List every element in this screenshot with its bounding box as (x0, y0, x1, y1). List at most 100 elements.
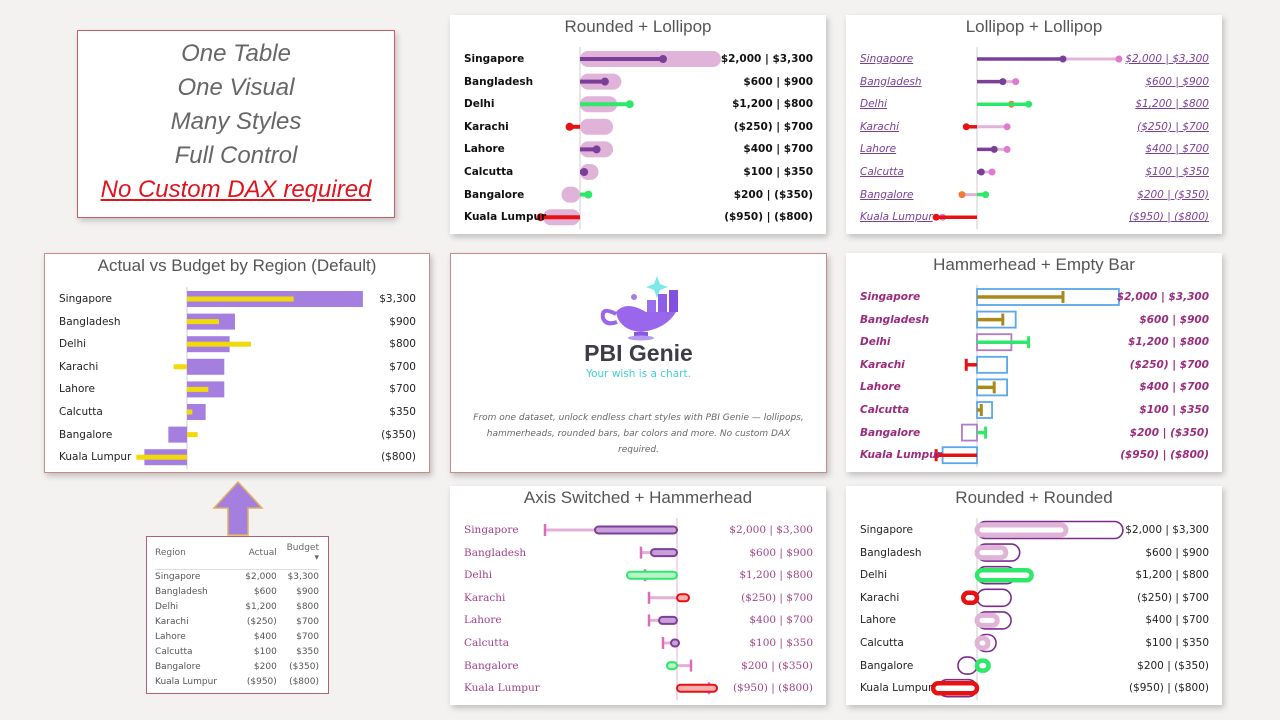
bar-group[interactable] (173, 358, 225, 375)
bar-group[interactable] (187, 404, 206, 420)
budget-empty-bar (961, 423, 978, 442)
region-label: Kuala Lumpur (860, 449, 942, 462)
region-label: Lahore (464, 614, 502, 627)
bar-group[interactable] (977, 168, 996, 176)
cell-budget: ($800) (289, 677, 319, 687)
column-header-budget[interactable]: Budget ▾ (276, 543, 319, 570)
data-table[interactable]: Region Actual Budget ▾ Singapore $2,000 $3,… (146, 536, 329, 694)
bar-group[interactable] (974, 565, 1034, 585)
cell-budget: ($350) (289, 662, 319, 672)
column-header-region[interactable]: Region (155, 543, 236, 570)
value-label: $100 | $350 (1139, 404, 1209, 416)
bar-group[interactable] (676, 682, 718, 695)
bar-group[interactable] (580, 73, 622, 90)
bar-group[interactable] (187, 291, 363, 307)
table-row[interactable]: Lahore $400 $700 (155, 630, 319, 645)
bar-group[interactable] (187, 313, 235, 330)
value-label: ($950) | ($800) (1128, 211, 1209, 224)
table-row[interactable]: Bangalore $200 ($350) (155, 660, 319, 675)
chart-axis-switched-hammerhead[interactable]: Axis Switched + Hammerhead Singapore $2,0… (450, 486, 826, 705)
chart-default[interactable]: Actual vs Budget by Region (Default) Sin… (44, 253, 430, 473)
bar-group[interactable] (964, 355, 1009, 374)
bar-group[interactable] (961, 423, 988, 442)
chart-plot (543, 518, 718, 701)
bar-group[interactable] (962, 123, 1011, 131)
actual-rounded-bar (650, 548, 678, 558)
bar-group[interactable] (977, 100, 1033, 108)
bar-group[interactable] (580, 51, 721, 67)
cell-actual: $400 (253, 632, 277, 642)
bar-group[interactable] (976, 288, 1120, 306)
region-label: Delhi (59, 338, 87, 351)
bar-group[interactable] (565, 118, 614, 135)
bar-group[interactable] (666, 659, 693, 672)
region-label: Singapore (860, 291, 921, 303)
region-label: Calcutta (464, 166, 514, 178)
bar-group[interactable] (647, 614, 678, 627)
bar-group[interactable] (974, 543, 1021, 562)
chart-hammerhead-empty-bar[interactable]: Hammerhead + Empty Bar Singapore $2,000 |… (846, 253, 1222, 472)
bar-group[interactable] (580, 164, 599, 180)
cell-region: Bangalore (155, 662, 201, 672)
region-label: Calcutta (464, 637, 509, 649)
bar-group[interactable] (580, 141, 614, 158)
bar-group[interactable] (961, 588, 1012, 608)
bar-group[interactable] (932, 213, 977, 221)
table-row[interactable]: Calcutta $100 $350 (155, 645, 319, 660)
bar-group[interactable] (977, 145, 1011, 153)
value-label: ($250) | $700 (1137, 120, 1209, 133)
table-row[interactable]: Bangladesh $600 $900 (155, 585, 319, 600)
bar-group[interactable] (543, 524, 678, 536)
bar-group[interactable] (561, 186, 593, 203)
bar-group[interactable] (187, 336, 251, 353)
bar-group[interactable] (974, 520, 1124, 540)
table-row[interactable]: Kuala Lumpur ($950) ($800) (155, 675, 319, 690)
actual-rounded-bar (676, 593, 690, 603)
bar-group[interactable] (930, 678, 980, 698)
bar-group[interactable] (957, 656, 991, 675)
region-label: Bangladesh (860, 313, 930, 326)
value-label: ($250) | $700 (1137, 591, 1209, 604)
bar-group[interactable] (976, 333, 1031, 352)
value-label: $400 | $700 (1139, 381, 1209, 394)
bar-group[interactable] (977, 55, 1123, 63)
bar-group[interactable] (974, 633, 997, 653)
actual-bar (136, 454, 187, 460)
value-label: $200 | ($350) (1137, 188, 1209, 201)
region-label: Singapore (464, 524, 519, 536)
budget-lollipop-dot (988, 168, 996, 176)
bar-group[interactable] (976, 401, 993, 419)
budget-header-label: Budget (286, 543, 319, 553)
bar-group[interactable] (974, 611, 1012, 630)
actual-bar (187, 341, 251, 347)
bar-group[interactable] (661, 637, 680, 649)
bar-group[interactable] (977, 78, 1020, 86)
genie-tagline: Your wish is a chart. (586, 368, 691, 380)
bar-group[interactable] (976, 378, 1009, 397)
region-label: Singapore (464, 53, 525, 65)
bar-group[interactable] (976, 310, 1017, 329)
value-label: ($350) (381, 428, 416, 441)
value-label: $2,000 | $3,300 (1125, 53, 1209, 65)
table-row[interactable]: Delhi $1,200 $800 (155, 600, 319, 615)
bar-group[interactable] (580, 96, 634, 113)
chart-rounded-lollipop[interactable]: Rounded + Lollipop Singapore $2,000 | $3,… (450, 15, 826, 234)
bar-group[interactable] (626, 569, 678, 582)
actual-lollipop-dot (977, 168, 985, 176)
bar-group[interactable] (536, 209, 580, 226)
value-label: $2,000 | $3,300 (1125, 524, 1209, 536)
cell-region: Karachi (155, 617, 189, 627)
bar-group[interactable] (934, 446, 978, 465)
bar-group[interactable] (958, 191, 990, 199)
table-row[interactable]: Karachi ($250) $700 (155, 615, 319, 630)
chart-lollipop-lollipop[interactable]: Lollipop + Lollipop Singapore $2,000 | $3… (846, 15, 1222, 234)
column-header-actual[interactable]: Actual (235, 543, 277, 570)
bar-group[interactable] (187, 381, 225, 398)
table-row[interactable]: Singapore $2,000 $3,300 (155, 570, 319, 586)
region-label: Kuala Lumpur (860, 211, 933, 224)
chart-rounded-rounded[interactable]: Rounded + Rounded Singapore $2,000 | $3,3… (846, 486, 1222, 705)
bar-group[interactable] (168, 426, 198, 443)
bar-group[interactable] (639, 546, 678, 559)
bar-group[interactable] (647, 591, 690, 604)
bar-group[interactable] (136, 449, 187, 466)
